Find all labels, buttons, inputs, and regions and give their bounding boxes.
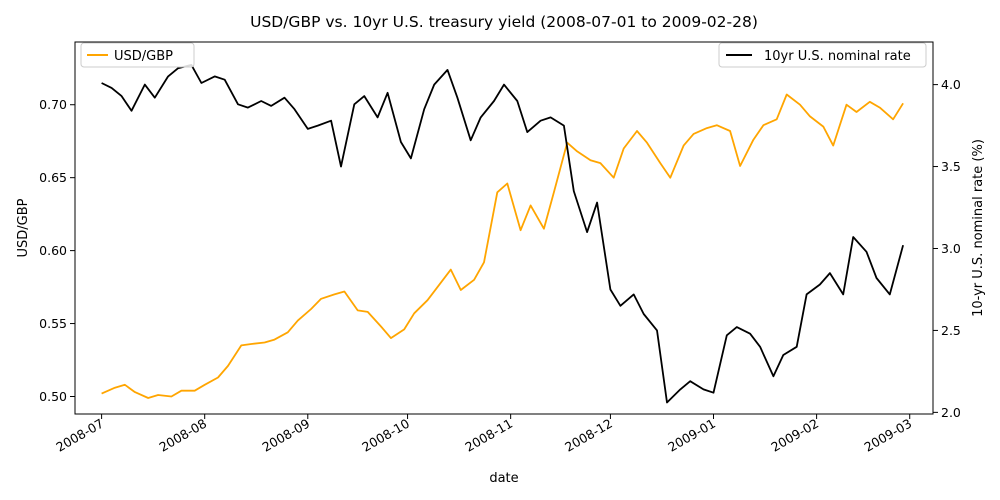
chart-title: USD/GBP vs. 10yr U.S. treasury yield (20… [250, 13, 758, 31]
y-axis-left: 0.50 0.55 0.60 0.65 0.70 [39, 97, 75, 404]
y-axis-left-label: USD/GBP [16, 198, 31, 257]
y-left-tick-label: 0.60 [39, 243, 67, 258]
y-left-tick-label: 0.70 [39, 97, 67, 112]
y-right-tick-label: 3.0 [941, 241, 961, 256]
y-axis-right-label: 10-yr U.S. nominal rate (%) [971, 139, 986, 317]
y-right-tick-label: 2.5 [941, 323, 961, 338]
x-tick-label: 2009-01 [665, 416, 718, 455]
usd-gbp-series-line [101, 93, 904, 399]
treasury-yield-series-line [101, 64, 904, 404]
legend-right: 10yr U.S. nominal rate [718, 42, 927, 68]
x-axis-label: date [489, 471, 518, 486]
x-tick-label: 2008-07 [53, 416, 106, 455]
y-left-tick-label: 0.55 [39, 316, 67, 331]
y-left-tick-label: 0.50 [39, 389, 67, 404]
x-tick-label: 2008-11 [462, 416, 515, 455]
x-axis: 2008-07 2008-08 2008-09 2008-10 2008-11 2008-… [53, 414, 914, 455]
legend-left-label: USD/GBP [114, 49, 173, 64]
legend-right-box [718, 42, 927, 68]
y-left-tick-label: 0.65 [39, 170, 67, 185]
y-right-tick-label: 3.5 [941, 159, 961, 174]
legend-left-box [80, 42, 195, 68]
plot-lines [101, 64, 904, 404]
x-tick-label: 2009-02 [768, 416, 821, 455]
legend-right-label: 10yr U.S. nominal rate [764, 49, 911, 64]
y-right-tick-label: 4.0 [941, 77, 961, 92]
plot-frame [74, 41, 934, 415]
y-right-tick-label: 2.0 [941, 405, 961, 420]
x-tick-label: 2008-09 [260, 416, 313, 455]
x-tick-label: 2009-03 [861, 416, 914, 455]
y-axis-right: 2.0 2.5 3.0 3.5 4.0 [933, 77, 961, 420]
legend-left: USD/GBP [80, 42, 195, 68]
x-tick-label: 2008-08 [156, 416, 209, 455]
x-tick-label: 2008-12 [562, 416, 615, 455]
x-tick-label: 2008-10 [359, 416, 412, 455]
